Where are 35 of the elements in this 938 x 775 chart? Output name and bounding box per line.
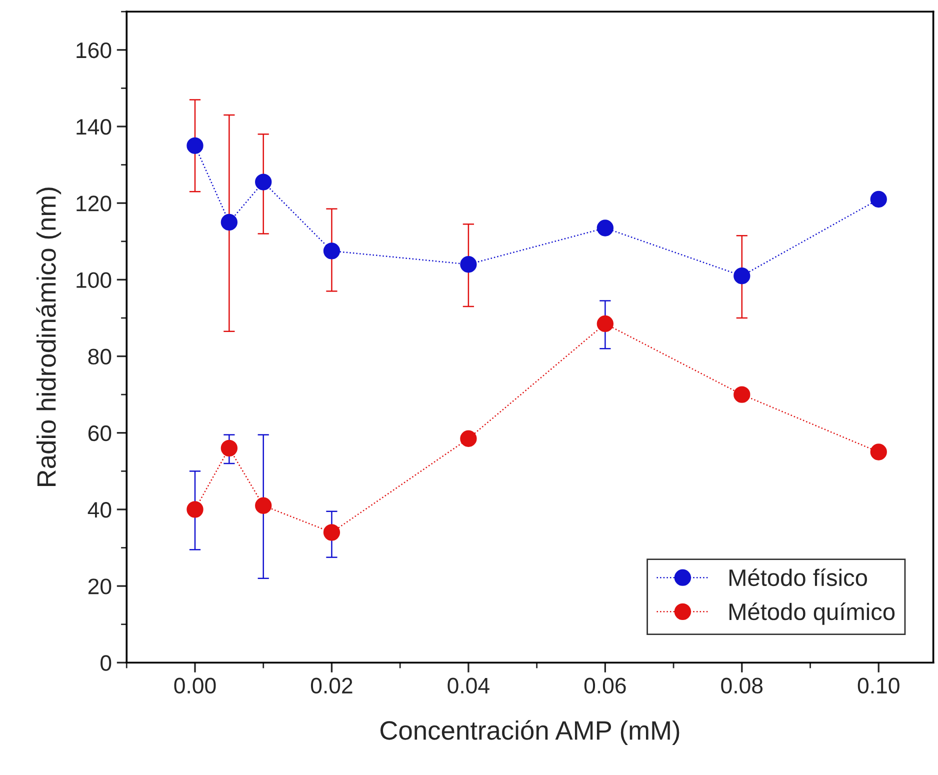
x-tick-label: 0.08 bbox=[721, 678, 763, 694]
point bbox=[734, 386, 750, 403]
y-tick-label: 120 bbox=[76, 196, 112, 212]
x-tick-label: 0.02 bbox=[310, 678, 352, 694]
y-tick-label: 140 bbox=[76, 119, 112, 135]
point bbox=[186, 501, 204, 518]
point bbox=[596, 315, 614, 332]
point bbox=[255, 174, 272, 190]
point bbox=[870, 444, 887, 460]
legend-label: Método químico bbox=[729, 602, 895, 625]
y-axis-title: Radio hidrodinámico (nm) bbox=[36, 188, 62, 486]
x-tick-label: 0.04 bbox=[448, 678, 490, 694]
point bbox=[186, 137, 204, 154]
point bbox=[323, 524, 340, 541]
y-tick-label: 40 bbox=[88, 502, 112, 518]
point bbox=[220, 214, 238, 231]
y-tick-label: 160 bbox=[76, 42, 112, 58]
x-tick-label: 0.00 bbox=[174, 678, 216, 694]
point bbox=[220, 440, 238, 457]
point bbox=[596, 220, 614, 236]
y-tick-label: 60 bbox=[88, 425, 112, 442]
point bbox=[870, 190, 887, 208]
legend-label: Método físico bbox=[729, 568, 867, 586]
point bbox=[734, 268, 750, 284]
y-tick-label: 20 bbox=[88, 578, 112, 594]
point bbox=[323, 242, 340, 260]
x-tick-label: 0.10 bbox=[858, 678, 900, 694]
x-axis-title: Concentración AMP (mM) bbox=[380, 720, 680, 746]
point bbox=[255, 497, 272, 514]
x-tick-label: 0.06 bbox=[584, 678, 626, 694]
y-tick-label: 100 bbox=[76, 272, 112, 288]
point bbox=[460, 430, 477, 447]
point bbox=[460, 256, 477, 273]
y-tick-label: 80 bbox=[88, 348, 112, 365]
y-tick-label: 0 bbox=[100, 655, 112, 671]
